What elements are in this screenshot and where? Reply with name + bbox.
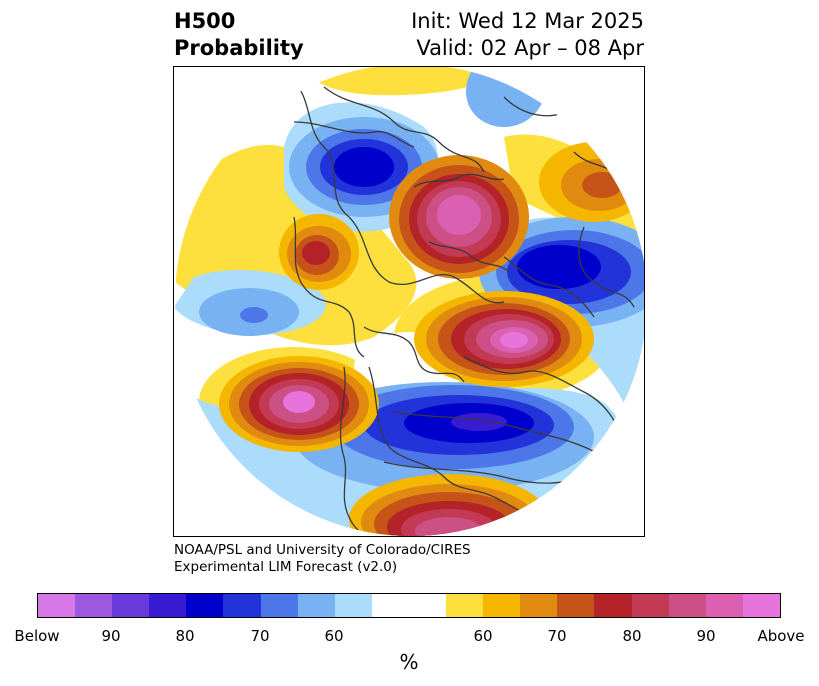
negative-anomaly-south (294, 382, 594, 492)
colorbar-swatch (742, 594, 780, 617)
colorbar-swatch (149, 594, 187, 617)
credit-line-2: Experimental LIM Forecast (v2.0) (174, 559, 398, 575)
colorbar-swatch (38, 594, 76, 617)
colorbar-tick-label: 80 (622, 627, 642, 645)
colorbar-swatch (668, 594, 706, 617)
positive-anomaly-south (349, 474, 549, 536)
colorbar-tick-label: Below (14, 627, 60, 645)
colorbar-swatch (371, 594, 409, 617)
valid-range: Valid: 02 Apr – 08 Apr (416, 36, 644, 60)
colorbar-swatch (223, 594, 261, 617)
title-line-2: Probability (174, 36, 304, 60)
colorbar-swatch (260, 594, 298, 617)
colorbar-swatch (631, 594, 669, 617)
colorbar-tick-label: Above (757, 627, 805, 645)
map-panel (173, 66, 645, 537)
positive-band-north (304, 67, 504, 96)
colorbar-tick-label: 70 (547, 627, 567, 645)
colorbar-swatch (75, 594, 113, 617)
colorbar-swatch (483, 594, 521, 617)
credit-block: NOAA/PSL and University of Colorado/CIRE… (174, 542, 471, 576)
colorbar-swatch (520, 594, 558, 617)
colorbar-unit: % (399, 650, 419, 674)
colorbar-swatch (334, 594, 372, 617)
credit-line-1: NOAA/PSL and University of Colorado/CIRE… (174, 542, 471, 558)
positive-anomaly-northwest (279, 214, 359, 290)
negative-anomaly-west (199, 288, 299, 336)
title-line-1: H500 (174, 9, 236, 33)
probability-fields (175, 67, 644, 536)
positive-anomaly-central (414, 291, 594, 387)
colorbar-tick-label: 60 (324, 627, 344, 645)
colorbar-tick-label: 60 (473, 627, 493, 645)
positive-anomaly-northeast (539, 142, 644, 222)
positive-anomaly-southwest (219, 356, 379, 452)
colorbar (37, 593, 781, 618)
positive-anomaly-arctic (389, 155, 529, 279)
colorbar-tick-label: 70 (250, 627, 270, 645)
colorbar-swatch (594, 594, 632, 617)
colorbar-swatch (557, 594, 595, 617)
colorbar-tick-label: 80 (175, 627, 195, 645)
date-info: Init: Wed 12 Mar 2025 Valid: 02 Apr – 08… (411, 8, 644, 62)
colorbar-swatch (186, 594, 224, 617)
chart-title: H500 Probability (174, 8, 304, 62)
negative-anomaly-east (479, 217, 644, 327)
colorbar-swatch (446, 594, 484, 617)
colorbar-tick-label: 90 (101, 627, 121, 645)
colorbar-swatch (297, 594, 335, 617)
colorbar-tick-label: 90 (696, 627, 716, 645)
colorbar-swatch (705, 594, 743, 617)
colorbar-swatch (408, 594, 447, 617)
probability-map (175, 67, 644, 536)
init-date: Init: Wed 12 Mar 2025 (411, 9, 644, 33)
colorbar-swatch (112, 594, 150, 617)
